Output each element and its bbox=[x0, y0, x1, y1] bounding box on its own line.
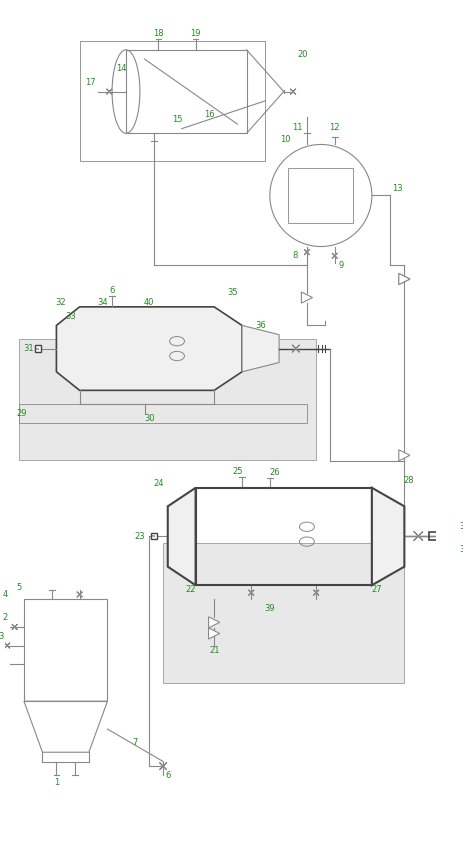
Bar bbox=[195, 488, 371, 586]
Text: 36: 36 bbox=[255, 321, 265, 330]
Bar bbox=[80, 40, 265, 161]
Text: 21: 21 bbox=[208, 645, 219, 655]
Bar bbox=[150, 532, 157, 539]
Polygon shape bbox=[248, 590, 254, 596]
Text: 19: 19 bbox=[190, 28, 200, 38]
Text: 28: 28 bbox=[403, 476, 413, 484]
Polygon shape bbox=[77, 591, 82, 597]
Text: 2: 2 bbox=[3, 613, 8, 622]
Text: 25: 25 bbox=[232, 467, 242, 476]
Bar bbox=[288, 168, 352, 223]
Text: 17: 17 bbox=[85, 78, 96, 86]
Polygon shape bbox=[5, 643, 10, 648]
Text: 16: 16 bbox=[204, 110, 214, 119]
Text: 1: 1 bbox=[54, 778, 59, 788]
Text: 30: 30 bbox=[144, 413, 154, 423]
Text: 3: 3 bbox=[0, 632, 3, 641]
Text: 6: 6 bbox=[109, 286, 114, 294]
Text: 26: 26 bbox=[269, 468, 279, 478]
Text: 22: 22 bbox=[185, 586, 196, 594]
Text: 5: 5 bbox=[17, 584, 22, 592]
Polygon shape bbox=[292, 345, 299, 353]
Text: 11: 11 bbox=[292, 123, 302, 133]
Text: 6: 6 bbox=[165, 771, 170, 780]
Polygon shape bbox=[398, 273, 409, 284]
Bar bbox=[126, 50, 246, 134]
Text: 39: 39 bbox=[264, 603, 275, 613]
Text: 14: 14 bbox=[116, 64, 126, 73]
Polygon shape bbox=[304, 249, 309, 255]
Text: 23: 23 bbox=[134, 532, 145, 540]
Polygon shape bbox=[159, 763, 167, 770]
Polygon shape bbox=[332, 253, 337, 259]
Polygon shape bbox=[398, 273, 409, 284]
Text: 35: 35 bbox=[227, 288, 238, 297]
Polygon shape bbox=[208, 617, 219, 628]
Text: w: w bbox=[152, 534, 155, 538]
Polygon shape bbox=[208, 628, 219, 639]
Text: 15: 15 bbox=[171, 115, 182, 124]
Polygon shape bbox=[292, 345, 299, 353]
Polygon shape bbox=[290, 89, 295, 94]
Polygon shape bbox=[301, 292, 312, 303]
Polygon shape bbox=[5, 643, 10, 648]
Text: 29: 29 bbox=[17, 409, 27, 418]
Text: 24: 24 bbox=[153, 479, 163, 488]
Polygon shape bbox=[371, 488, 403, 586]
Polygon shape bbox=[413, 532, 422, 541]
Text: w: w bbox=[36, 347, 39, 351]
Text: 32: 32 bbox=[56, 298, 66, 306]
Text: 38: 38 bbox=[458, 522, 463, 532]
Text: 10: 10 bbox=[280, 135, 290, 145]
Text: 18: 18 bbox=[153, 28, 163, 38]
Text: 33: 33 bbox=[65, 312, 75, 321]
Text: 37: 37 bbox=[458, 545, 463, 555]
Polygon shape bbox=[248, 590, 254, 596]
Polygon shape bbox=[332, 253, 337, 259]
Polygon shape bbox=[56, 306, 242, 390]
Polygon shape bbox=[12, 624, 18, 630]
Polygon shape bbox=[77, 591, 82, 597]
Polygon shape bbox=[242, 325, 279, 372]
Bar bbox=[24, 599, 107, 701]
Bar bbox=[35, 345, 41, 352]
Bar bbox=[19, 404, 307, 423]
Text: 31: 31 bbox=[23, 344, 34, 353]
Text: 27: 27 bbox=[370, 586, 381, 594]
Polygon shape bbox=[398, 449, 409, 461]
Polygon shape bbox=[106, 89, 112, 94]
Bar bbox=[19, 339, 316, 460]
Text: 20: 20 bbox=[296, 50, 307, 59]
Text: 34: 34 bbox=[97, 298, 108, 306]
Text: 40: 40 bbox=[144, 298, 154, 306]
Bar bbox=[428, 532, 436, 540]
Text: 8: 8 bbox=[292, 252, 297, 260]
Polygon shape bbox=[159, 763, 167, 770]
Polygon shape bbox=[106, 89, 112, 94]
Polygon shape bbox=[313, 590, 319, 596]
Text: 13: 13 bbox=[392, 183, 402, 193]
Bar bbox=[163, 544, 403, 682]
Text: 4: 4 bbox=[3, 590, 8, 599]
Polygon shape bbox=[290, 89, 295, 94]
Text: 9: 9 bbox=[338, 260, 343, 270]
Polygon shape bbox=[413, 532, 422, 541]
Text: 7: 7 bbox=[132, 739, 138, 747]
Polygon shape bbox=[12, 624, 18, 630]
Polygon shape bbox=[313, 590, 319, 596]
Text: 12: 12 bbox=[329, 123, 339, 133]
Polygon shape bbox=[168, 488, 195, 586]
Polygon shape bbox=[304, 249, 309, 255]
